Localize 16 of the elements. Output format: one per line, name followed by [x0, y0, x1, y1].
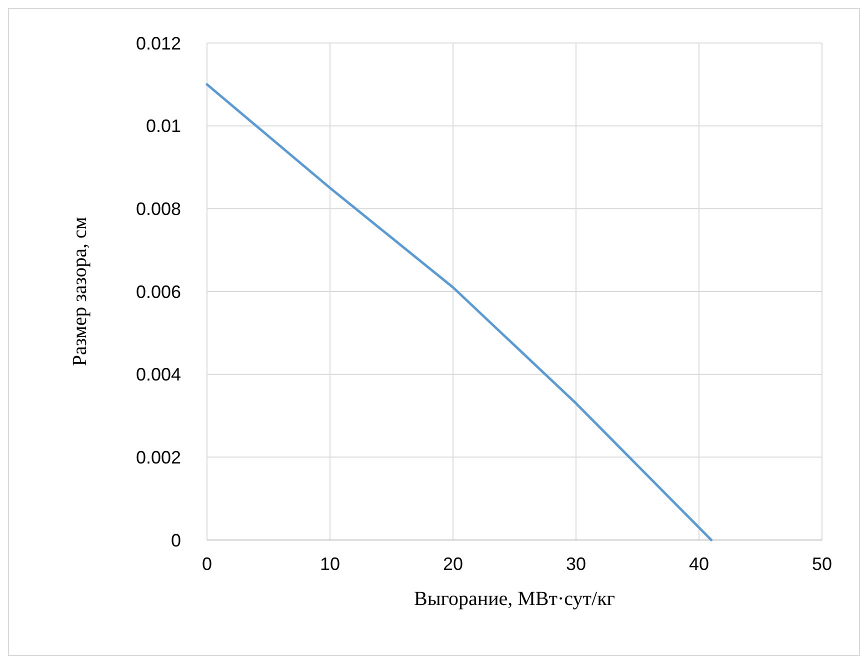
y-tick-label: 0.002 [136, 447, 181, 468]
x-tick-label: 20 [442, 554, 464, 574]
y-axis-title: Размер зазора, см [69, 216, 91, 366]
line-series [206, 83, 713, 542]
x-axis-title: Выгорание, МВт·сут/кг [414, 588, 615, 610]
y-tick-label: 0.01 [146, 116, 181, 136]
y-tick-label: 0.012 [136, 33, 181, 54]
y-tick-label: 0.008 [136, 198, 181, 219]
x-tick-label: 50 [812, 554, 832, 574]
x-tick-label: 30 [566, 554, 586, 574]
y-tick-label: 0 [170, 530, 181, 550]
y-tick-label: 0.004 [136, 364, 181, 385]
x-tick-label: 0 [202, 554, 212, 574]
x-tick-label: 40 [688, 554, 710, 574]
x-tick-label: 10 [320, 554, 340, 574]
y-tick-label: 0.006 [136, 282, 181, 302]
